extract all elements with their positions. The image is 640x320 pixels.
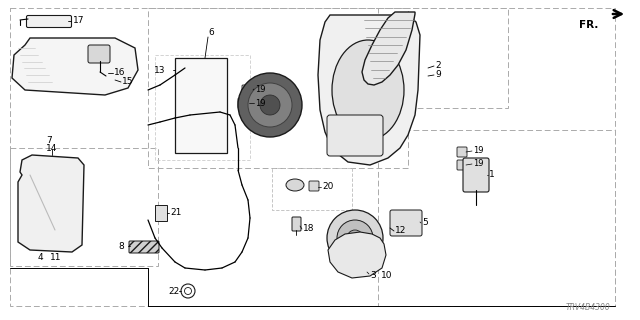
Text: 14: 14 [46, 143, 58, 153]
FancyBboxPatch shape [457, 147, 467, 157]
Bar [272, 168, 352, 210]
Polygon shape [12, 38, 138, 95]
Text: FR.: FR. [579, 20, 598, 30]
Text: 1: 1 [489, 170, 495, 179]
Bar [378, 8, 508, 108]
Text: 8: 8 [118, 242, 124, 251]
Polygon shape [328, 232, 386, 278]
Text: 13: 13 [154, 66, 165, 75]
FancyBboxPatch shape [238, 98, 250, 108]
Bar [10, 148, 158, 266]
FancyBboxPatch shape [129, 241, 159, 253]
FancyBboxPatch shape [292, 217, 301, 231]
FancyBboxPatch shape [88, 45, 110, 63]
Text: 21: 21 [170, 207, 181, 217]
Bar [378, 130, 615, 306]
FancyBboxPatch shape [390, 210, 422, 236]
Ellipse shape [286, 179, 304, 191]
Text: 7: 7 [46, 135, 52, 145]
Circle shape [327, 210, 383, 266]
Text: TRV4B4300: TRV4B4300 [565, 303, 610, 312]
Text: 19: 19 [473, 158, 483, 167]
Text: 12: 12 [395, 226, 406, 235]
Text: 6: 6 [208, 28, 214, 36]
Text: 4: 4 [38, 252, 44, 261]
Text: 9: 9 [435, 69, 441, 78]
Text: 11: 11 [50, 252, 61, 261]
Bar [155, 55, 250, 160]
Polygon shape [18, 155, 84, 252]
FancyBboxPatch shape [457, 160, 467, 170]
Circle shape [347, 230, 363, 246]
FancyBboxPatch shape [309, 181, 319, 191]
Text: 17: 17 [73, 15, 84, 25]
Circle shape [238, 73, 302, 137]
FancyBboxPatch shape [463, 158, 489, 192]
Text: 22: 22 [168, 286, 179, 295]
FancyBboxPatch shape [242, 85, 254, 95]
Text: 20: 20 [322, 181, 333, 190]
Ellipse shape [332, 40, 404, 140]
Circle shape [260, 95, 280, 115]
FancyBboxPatch shape [26, 15, 72, 28]
Text: 18: 18 [303, 223, 314, 233]
Text: 5: 5 [422, 218, 428, 227]
Text: 10: 10 [381, 270, 392, 279]
Text: 19: 19 [255, 99, 266, 108]
FancyBboxPatch shape [327, 115, 383, 156]
Circle shape [248, 83, 292, 127]
Bar [148, 8, 408, 168]
Circle shape [337, 220, 373, 256]
Text: 16: 16 [114, 68, 125, 76]
Polygon shape [318, 15, 420, 165]
Bar [175, 58, 227, 153]
Bar [155, 205, 167, 221]
Text: 3: 3 [370, 270, 376, 279]
Text: 15: 15 [122, 76, 134, 85]
Text: 19: 19 [473, 146, 483, 155]
Polygon shape [362, 12, 415, 85]
Text: 2: 2 [435, 60, 440, 69]
Text: 19: 19 [255, 84, 266, 93]
